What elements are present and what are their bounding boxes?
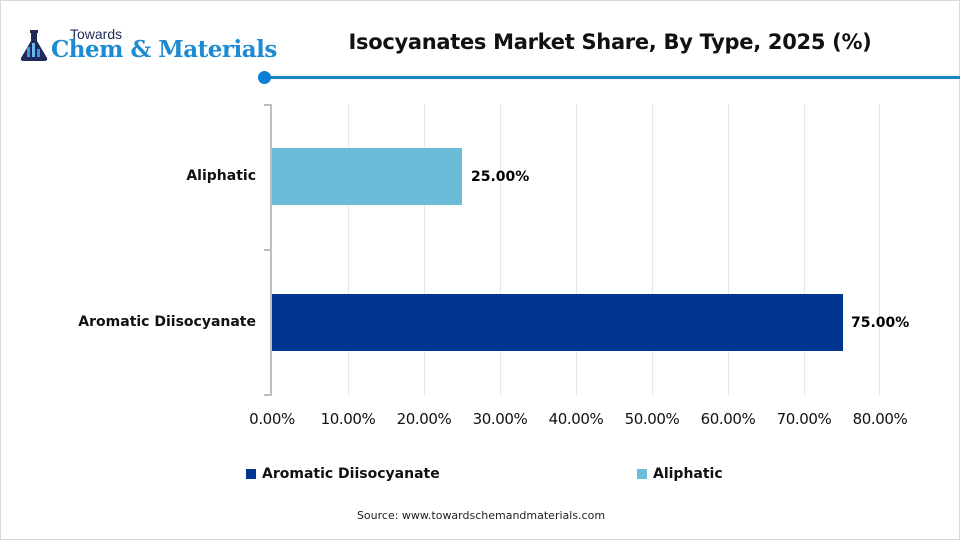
chart-title: Isocyanates Market Share, By Type, 2025 … — [348, 30, 872, 54]
x-tick-label: 10.00% — [320, 410, 376, 428]
x-tick-label: 40.00% — [548, 410, 604, 428]
gridline — [424, 104, 425, 396]
bar-aliphatic — [272, 148, 462, 205]
legend-swatch-aliphatic — [637, 469, 647, 479]
x-tick-label: 80.00% — [852, 410, 908, 428]
x-tick-label: 30.00% — [472, 410, 528, 428]
category-label-aliphatic: Aliphatic — [186, 168, 256, 184]
gridline — [728, 104, 729, 396]
gridline — [500, 104, 501, 396]
bar-aromatic — [272, 294, 843, 351]
gridline — [879, 104, 880, 396]
legend-item-aliphatic[interactable]: Aliphatic — [637, 466, 723, 482]
x-tick-label: 50.00% — [624, 410, 680, 428]
flask-icon — [20, 30, 48, 61]
title-underline — [264, 76, 960, 79]
x-tick-label: 0.00% — [249, 410, 295, 428]
y-axis-tick — [264, 394, 272, 396]
x-tick-label: 20.00% — [396, 410, 452, 428]
x-tick-label: 60.00% — [700, 410, 756, 428]
bar-value-aliphatic: 25.00% — [471, 169, 530, 185]
plot-area — [272, 104, 880, 396]
legend-swatch-aromatic — [246, 469, 256, 479]
title-underline-dot — [258, 71, 271, 84]
legend-label-aromatic: Aromatic Diisocyanate — [262, 466, 440, 482]
gridline — [804, 104, 805, 396]
gridline — [576, 104, 577, 396]
category-label-aromatic: Aromatic Diisocyanate — [78, 314, 256, 330]
y-axis-tick — [264, 104, 272, 106]
y-axis-tick — [264, 249, 272, 251]
brand-logo: Towards Chem & Materials — [18, 26, 277, 66]
logo-text-towards: Towards — [70, 26, 123, 42]
x-tick-label: 70.00% — [776, 410, 832, 428]
source-note: Source: www.towardschemandmaterials.com — [356, 509, 606, 522]
legend-label-aliphatic: Aliphatic — [653, 466, 723, 482]
bar-value-aromatic: 75.00% — [851, 315, 910, 331]
logo-text-chem-materials: Chem & Materials — [51, 36, 277, 63]
gridline — [652, 104, 653, 396]
legend-item-aromatic[interactable]: Aromatic Diisocyanate — [246, 466, 440, 482]
gridline — [348, 104, 349, 396]
